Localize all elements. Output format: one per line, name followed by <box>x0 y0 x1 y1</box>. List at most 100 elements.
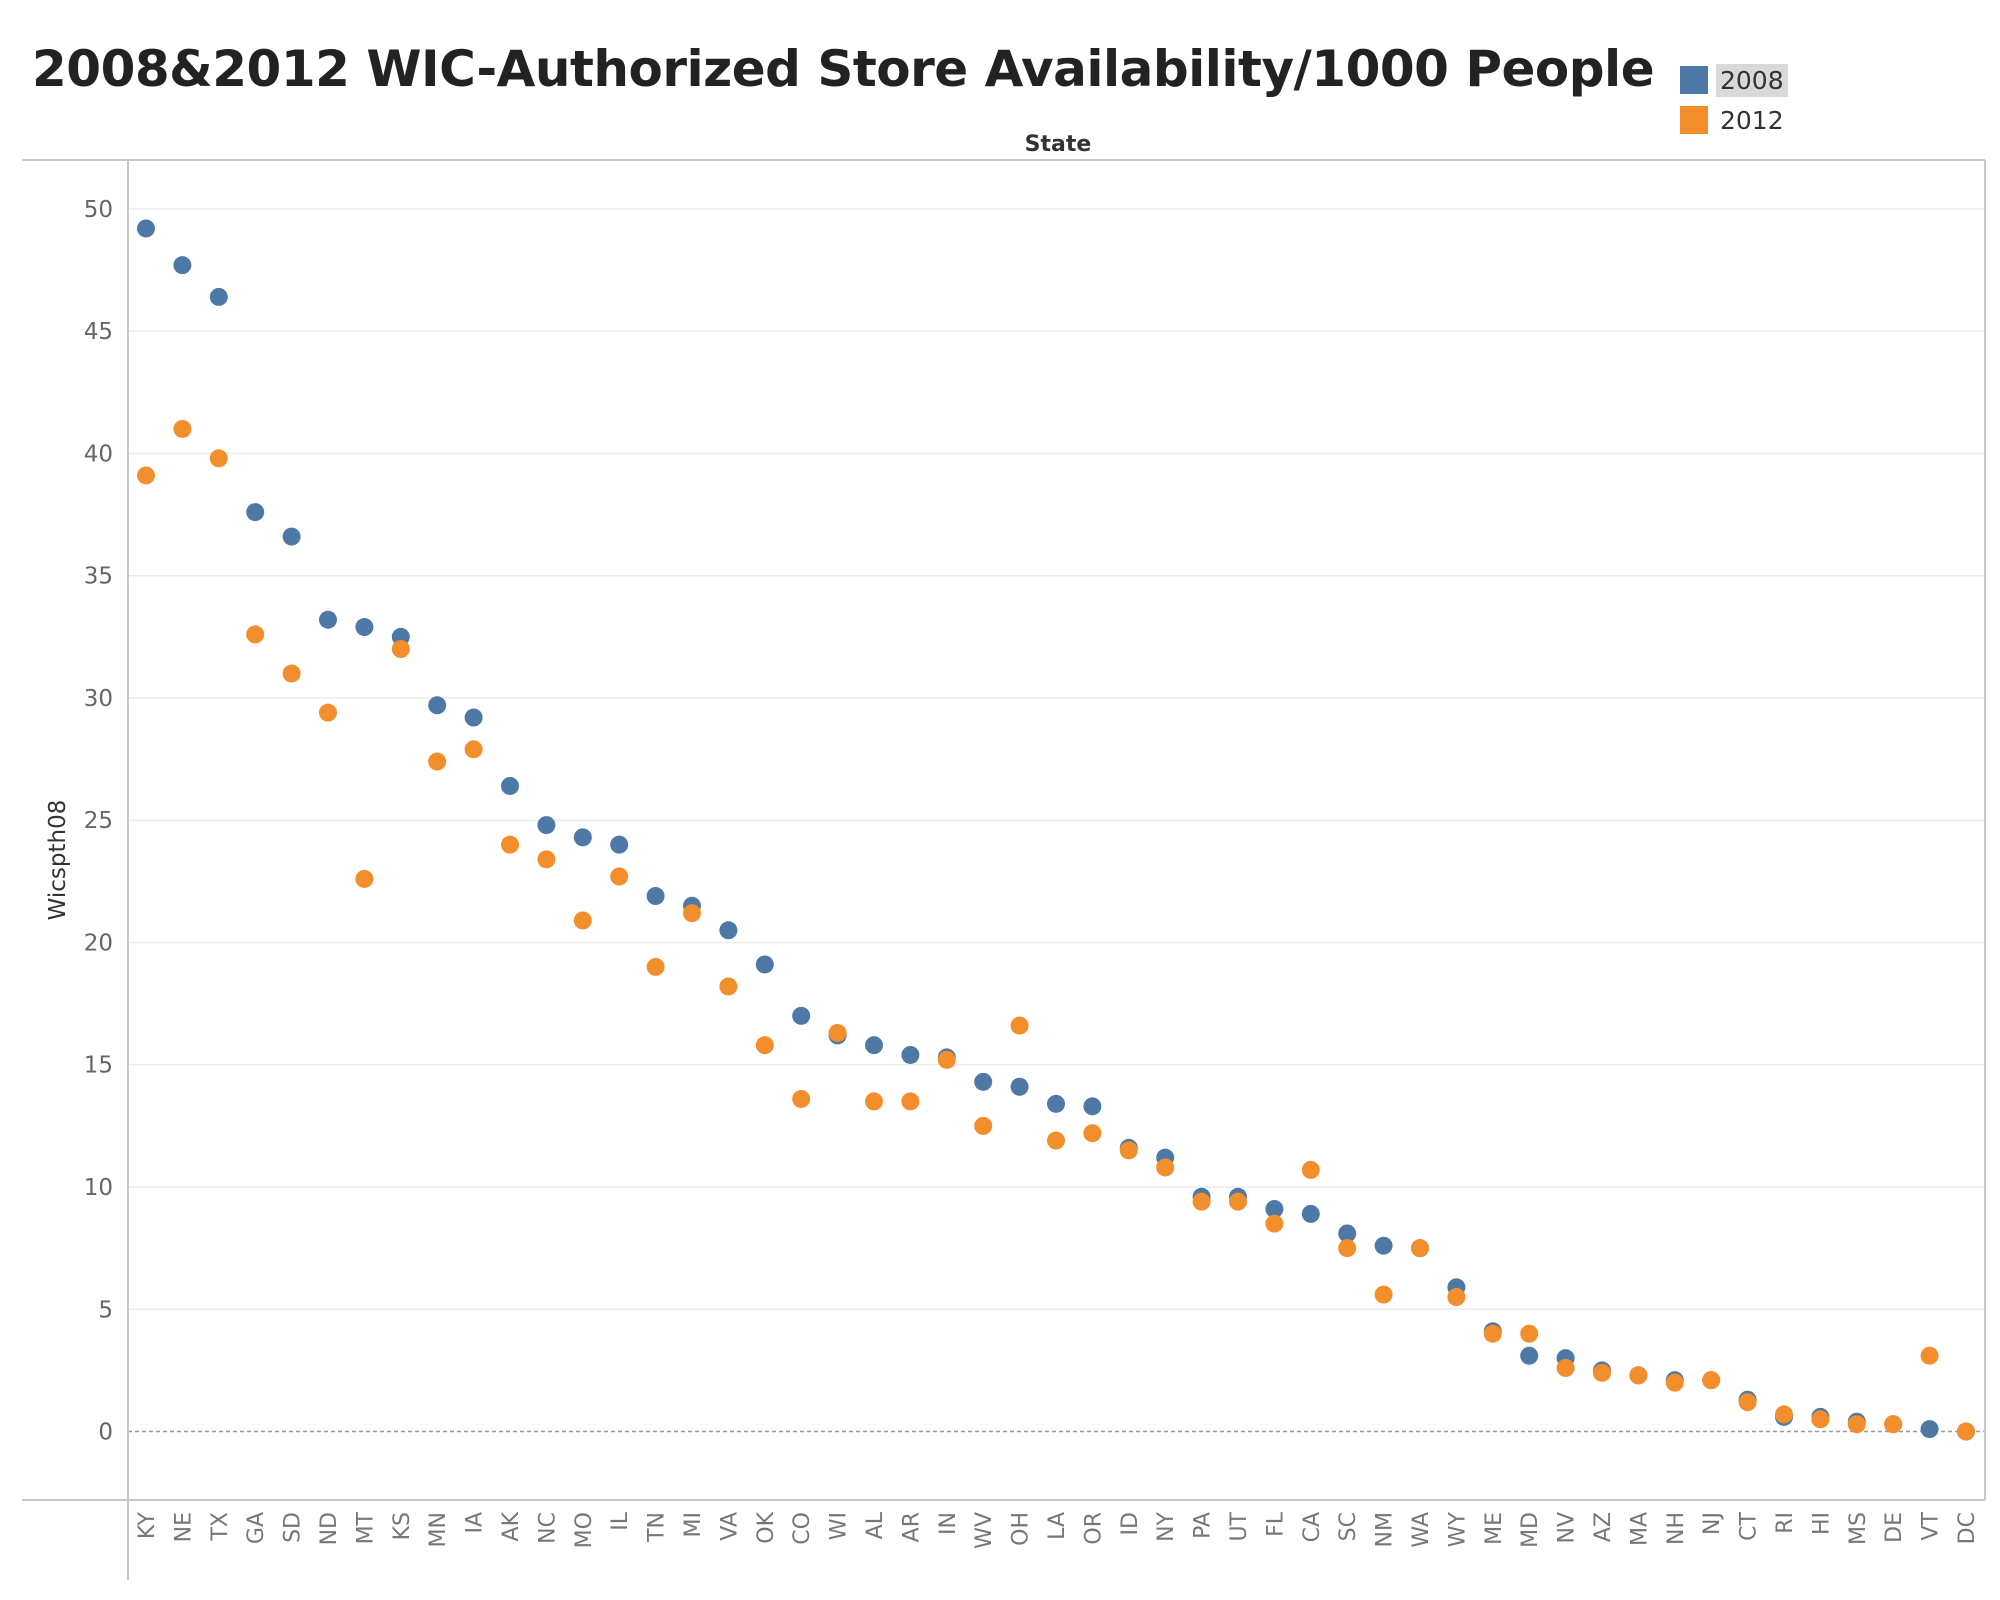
point-2012-KY <box>137 466 155 485</box>
point-2012-PA <box>1192 1192 1211 1211</box>
point-2012-TX <box>209 449 228 468</box>
point-2012-KS <box>391 640 410 659</box>
point-2012-SD <box>282 664 301 683</box>
point-2012-NY <box>1156 1158 1175 1177</box>
x-tick-label: CO <box>790 1512 815 1545</box>
grid-layer <box>128 208 1985 1433</box>
x-tick-label: WA <box>1409 1512 1434 1548</box>
x-tick-label: KS <box>390 1512 415 1540</box>
x-tick-label: CT <box>1737 1511 1762 1540</box>
x-tick-label: MI <box>681 1512 706 1537</box>
point-2012-NC <box>537 850 556 869</box>
point-2012-TN <box>646 957 665 976</box>
x-tick-label: ID <box>1118 1512 1143 1535</box>
x-tick-label: NH <box>1664 1512 1689 1545</box>
point-2012-OK <box>755 1036 774 1055</box>
x-tick-label: GA <box>244 1512 269 1544</box>
point-2012-FL <box>1265 1214 1284 1233</box>
x-tick-label: DE <box>1882 1512 1907 1543</box>
point-2008-VT <box>1920 1420 1939 1439</box>
x-tick-label: DC <box>1955 1512 1980 1544</box>
series-2008-marks <box>137 219 1975 1441</box>
point-2012-CT <box>1738 1393 1757 1412</box>
point-2012-OH <box>1010 1016 1029 1035</box>
point-2012-AR <box>901 1092 920 1111</box>
series-2012-marks <box>137 419 1975 1441</box>
point-2008-WV <box>974 1072 993 1091</box>
y-tick-label: 50 <box>84 197 113 223</box>
point-2012-IA <box>464 740 483 759</box>
x-tick-label: MN <box>426 1512 451 1547</box>
point-2008-GA <box>246 503 265 522</box>
legend-item-2012[interactable]: 2012 <box>1680 100 1788 140</box>
point-2012-MI <box>683 904 701 923</box>
point-2012-AZ <box>1593 1363 1611 1382</box>
x-tick-label: AZ <box>1591 1512 1616 1542</box>
legend-label-2008: 2008 <box>1716 63 1788 97</box>
legend-swatch-2008 <box>1680 66 1708 94</box>
point-2012-IN <box>937 1050 956 1069</box>
x-tick-label: IN <box>936 1512 961 1535</box>
x-tick-label: MO <box>572 1512 597 1548</box>
y-tick-label: 45 <box>84 319 113 345</box>
x-tick-label: VA <box>717 1512 742 1541</box>
point-2012-OR <box>1083 1124 1102 1143</box>
legend-label-2012: 2012 <box>1720 105 1784 135</box>
point-2008-TN <box>646 887 665 906</box>
legend-item-2008[interactable]: 2008 <box>1680 60 1788 100</box>
point-2008-NE <box>173 256 192 275</box>
point-2008-IL <box>610 835 629 854</box>
x-tick-label: IL <box>608 1511 633 1530</box>
point-2008-FL <box>1265 1200 1284 1219</box>
point-2008-OR <box>1083 1097 1102 1116</box>
x-tick-label: CA <box>1300 1512 1325 1542</box>
legend-swatch-2012 <box>1680 106 1708 134</box>
point-2008-TX <box>209 287 228 306</box>
point-2008-VA <box>719 921 738 940</box>
point-2012-NV <box>1556 1358 1575 1377</box>
point-2008-MD <box>1520 1346 1539 1365</box>
point-2012-MO <box>573 911 592 930</box>
point-2008-MT <box>355 618 374 637</box>
x-tick-label: LA <box>1045 1512 1070 1540</box>
point-2012-CA <box>1301 1160 1320 1179</box>
x-tick-label: NC <box>535 1512 560 1544</box>
y-tick-label: 20 <box>84 930 113 956</box>
x-tick-label: TN <box>645 1512 670 1543</box>
x-tick-label: NV <box>1555 1512 1580 1544</box>
point-2008-AK <box>501 776 519 795</box>
point-2012-VA <box>719 977 738 996</box>
y-tick-label: 0 <box>98 1420 113 1446</box>
x-tick-label: NY <box>1154 1511 1179 1541</box>
point-2012-UT <box>1229 1192 1247 1211</box>
x-tick-label: WV <box>972 1512 997 1549</box>
point-2012-LA <box>1047 1131 1065 1150</box>
point-2012-WI <box>828 1023 847 1042</box>
x-tick-label: NE <box>171 1512 196 1542</box>
point-2012-MD <box>1520 1324 1539 1343</box>
y-tick-label: 10 <box>84 1175 113 1201</box>
x-tick-label: SC <box>1336 1512 1361 1541</box>
x-tick-label: NJ <box>1700 1512 1725 1535</box>
x-tick-label: KY <box>135 1511 160 1539</box>
point-2008-IA <box>464 708 483 727</box>
point-2012-WV <box>974 1116 993 1135</box>
point-2012-SC <box>1338 1239 1357 1258</box>
x-axis-header: State <box>1025 132 1092 157</box>
y-axis-label: Wicspth08 <box>45 800 71 921</box>
x-tick-label: NM <box>1373 1512 1398 1547</box>
y-tick-label: 30 <box>84 686 113 712</box>
x-tick-label: FL <box>1263 1511 1288 1537</box>
x-tick-label: TX <box>208 1512 233 1542</box>
point-2008-OH <box>1010 1077 1029 1096</box>
axis-layer: 0 5 10 15 20 25 30 35 40 45 50 KY NE TX GA SD ND MT KS MN IA… <box>22 159 1986 1580</box>
x-tick-label: MS <box>1846 1512 1871 1545</box>
point-2012-VT <box>1920 1346 1939 1365</box>
point-2012-WY <box>1447 1288 1466 1307</box>
point-2012-NH <box>1665 1373 1684 1392</box>
point-2008-LA <box>1047 1094 1065 1113</box>
point-2012-NJ <box>1702 1371 1721 1390</box>
point-2012-AK <box>501 835 519 854</box>
x-tick-label: OR <box>1081 1512 1106 1545</box>
point-2008-SD <box>282 527 301 546</box>
